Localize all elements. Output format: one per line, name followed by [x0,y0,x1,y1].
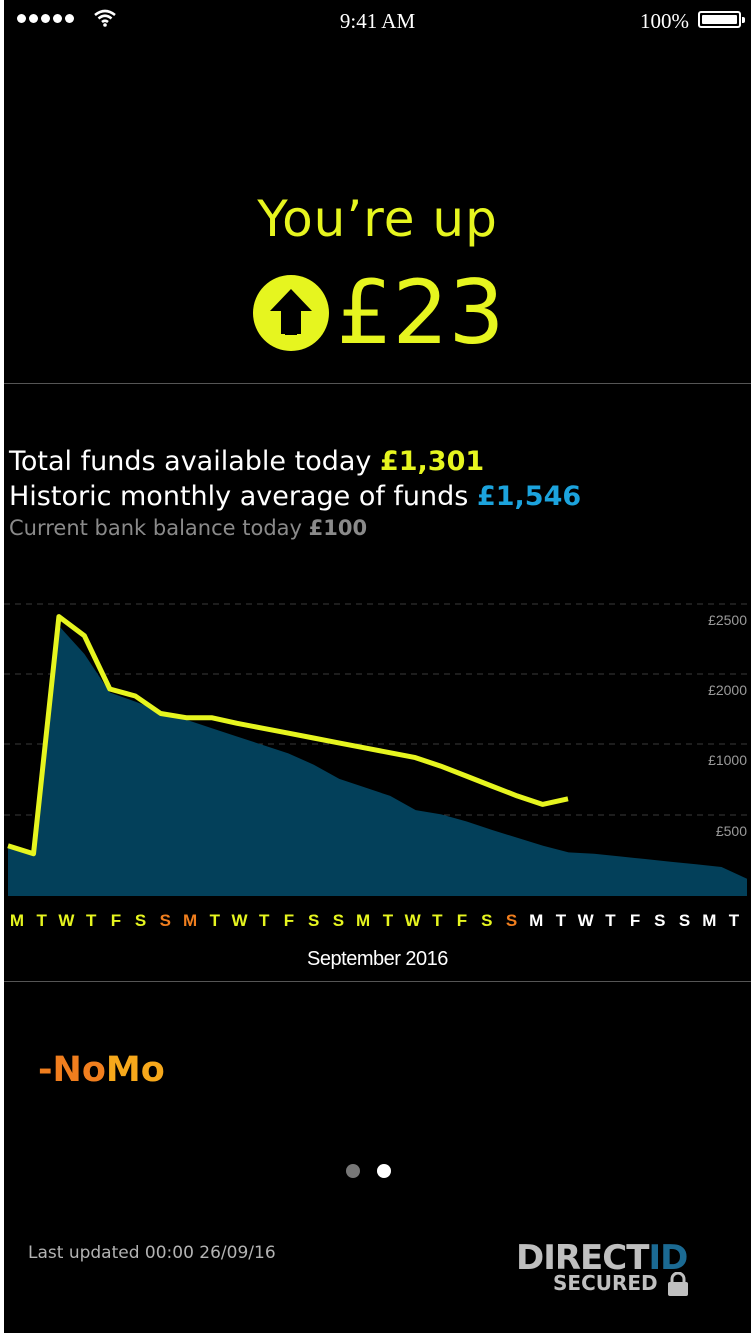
arrow-up-circle-icon [252,275,329,351]
last-updated: Last updated 00:00 26/09/16 [28,1243,276,1263]
headline-title: You’re up [257,190,498,248]
month-label: September 2016 [307,948,448,970]
page-indicator[interactable] [346,1164,391,1178]
app-screen: 9:41 AM 100% You’re up £23 Total funds a… [4,0,751,1333]
amount-row: £23 [4,263,751,363]
line-series [7,614,569,857]
day-label-26: S [654,911,665,930]
total-funds-line: Total funds available today £1,301 [9,446,484,477]
total-funds-label: Total funds available today [9,446,380,477]
battery-icon [698,11,745,28]
brand-part-no: -No [38,1050,106,1090]
logo-text-direct: DIRECT [516,1238,649,1278]
day-label-27: S [679,911,690,930]
average-funds-line: Historic monthly average of funds £1,546 [9,481,581,512]
day-label-5: S [135,911,146,930]
day-label-20: S [506,911,517,930]
average-funds-value: £1,546 [476,481,582,512]
brand-logo: -NoMo [38,1050,165,1090]
y-tick-label-1: £1000 [708,752,747,768]
signal-strength-icon [17,14,74,23]
day-label-21: M [529,911,543,930]
day-label-14: M [356,911,370,930]
divider-top [4,383,751,384]
y-tick-label-2: £2000 [708,682,747,698]
day-label-19: S [481,911,492,930]
status-bar: 9:41 AM 100% [4,0,751,40]
bank-balance-label: Current bank balance today [9,516,309,540]
day-label-6: S [160,911,171,930]
status-time: 9:41 AM [339,9,416,33]
page-dot-1[interactable] [346,1164,360,1178]
day-label-28: M [702,911,716,930]
day-label-11: F [284,911,294,930]
day-label-29: T [729,911,740,930]
page-dot-2[interactable] [377,1164,391,1178]
lock-icon [668,1272,688,1296]
brand-part-mo: Mo [105,1050,165,1090]
wifi-icon [94,9,116,27]
day-label-12: S [308,911,319,930]
day-label-15: T [383,911,394,930]
day-label-17: T [432,911,443,930]
day-label-25: F [630,911,640,930]
divider-bottom [4,981,751,982]
day-label-16: W [405,911,422,930]
y-tick-label-3: £2500 [708,612,747,628]
day-label-22: T [556,911,567,930]
day-label-9: W [231,911,248,930]
logo-text-id: ID [648,1238,688,1278]
battery-percentage: 100% [640,9,689,33]
day-label-2: W [58,911,75,930]
change-amount: £23 [336,261,505,364]
directid-secured-logo: DIRECTID SECURED [516,1238,696,1298]
day-label-13: S [333,911,344,930]
day-label-0: M [10,911,24,930]
day-label-1: T [37,911,48,930]
day-label-10: T [259,911,270,930]
y-tick-label-0: £500 [716,823,747,839]
average-funds-label: Historic monthly average of funds [9,481,477,512]
bank-balance-line: Current bank balance today £100 [9,516,367,540]
day-label-3: T [86,911,97,930]
day-label-23: W [578,911,595,930]
bank-balance-value: £100 [308,516,368,540]
day-label-7: M [183,911,197,930]
area-series [8,626,747,896]
day-label-18: F [457,911,467,930]
logo-text-secured: SECURED [553,1271,658,1295]
day-label-8: T [210,911,221,930]
total-funds-value: £1,301 [379,446,485,477]
day-label-4: F [111,911,121,930]
day-label-24: T [605,911,616,930]
